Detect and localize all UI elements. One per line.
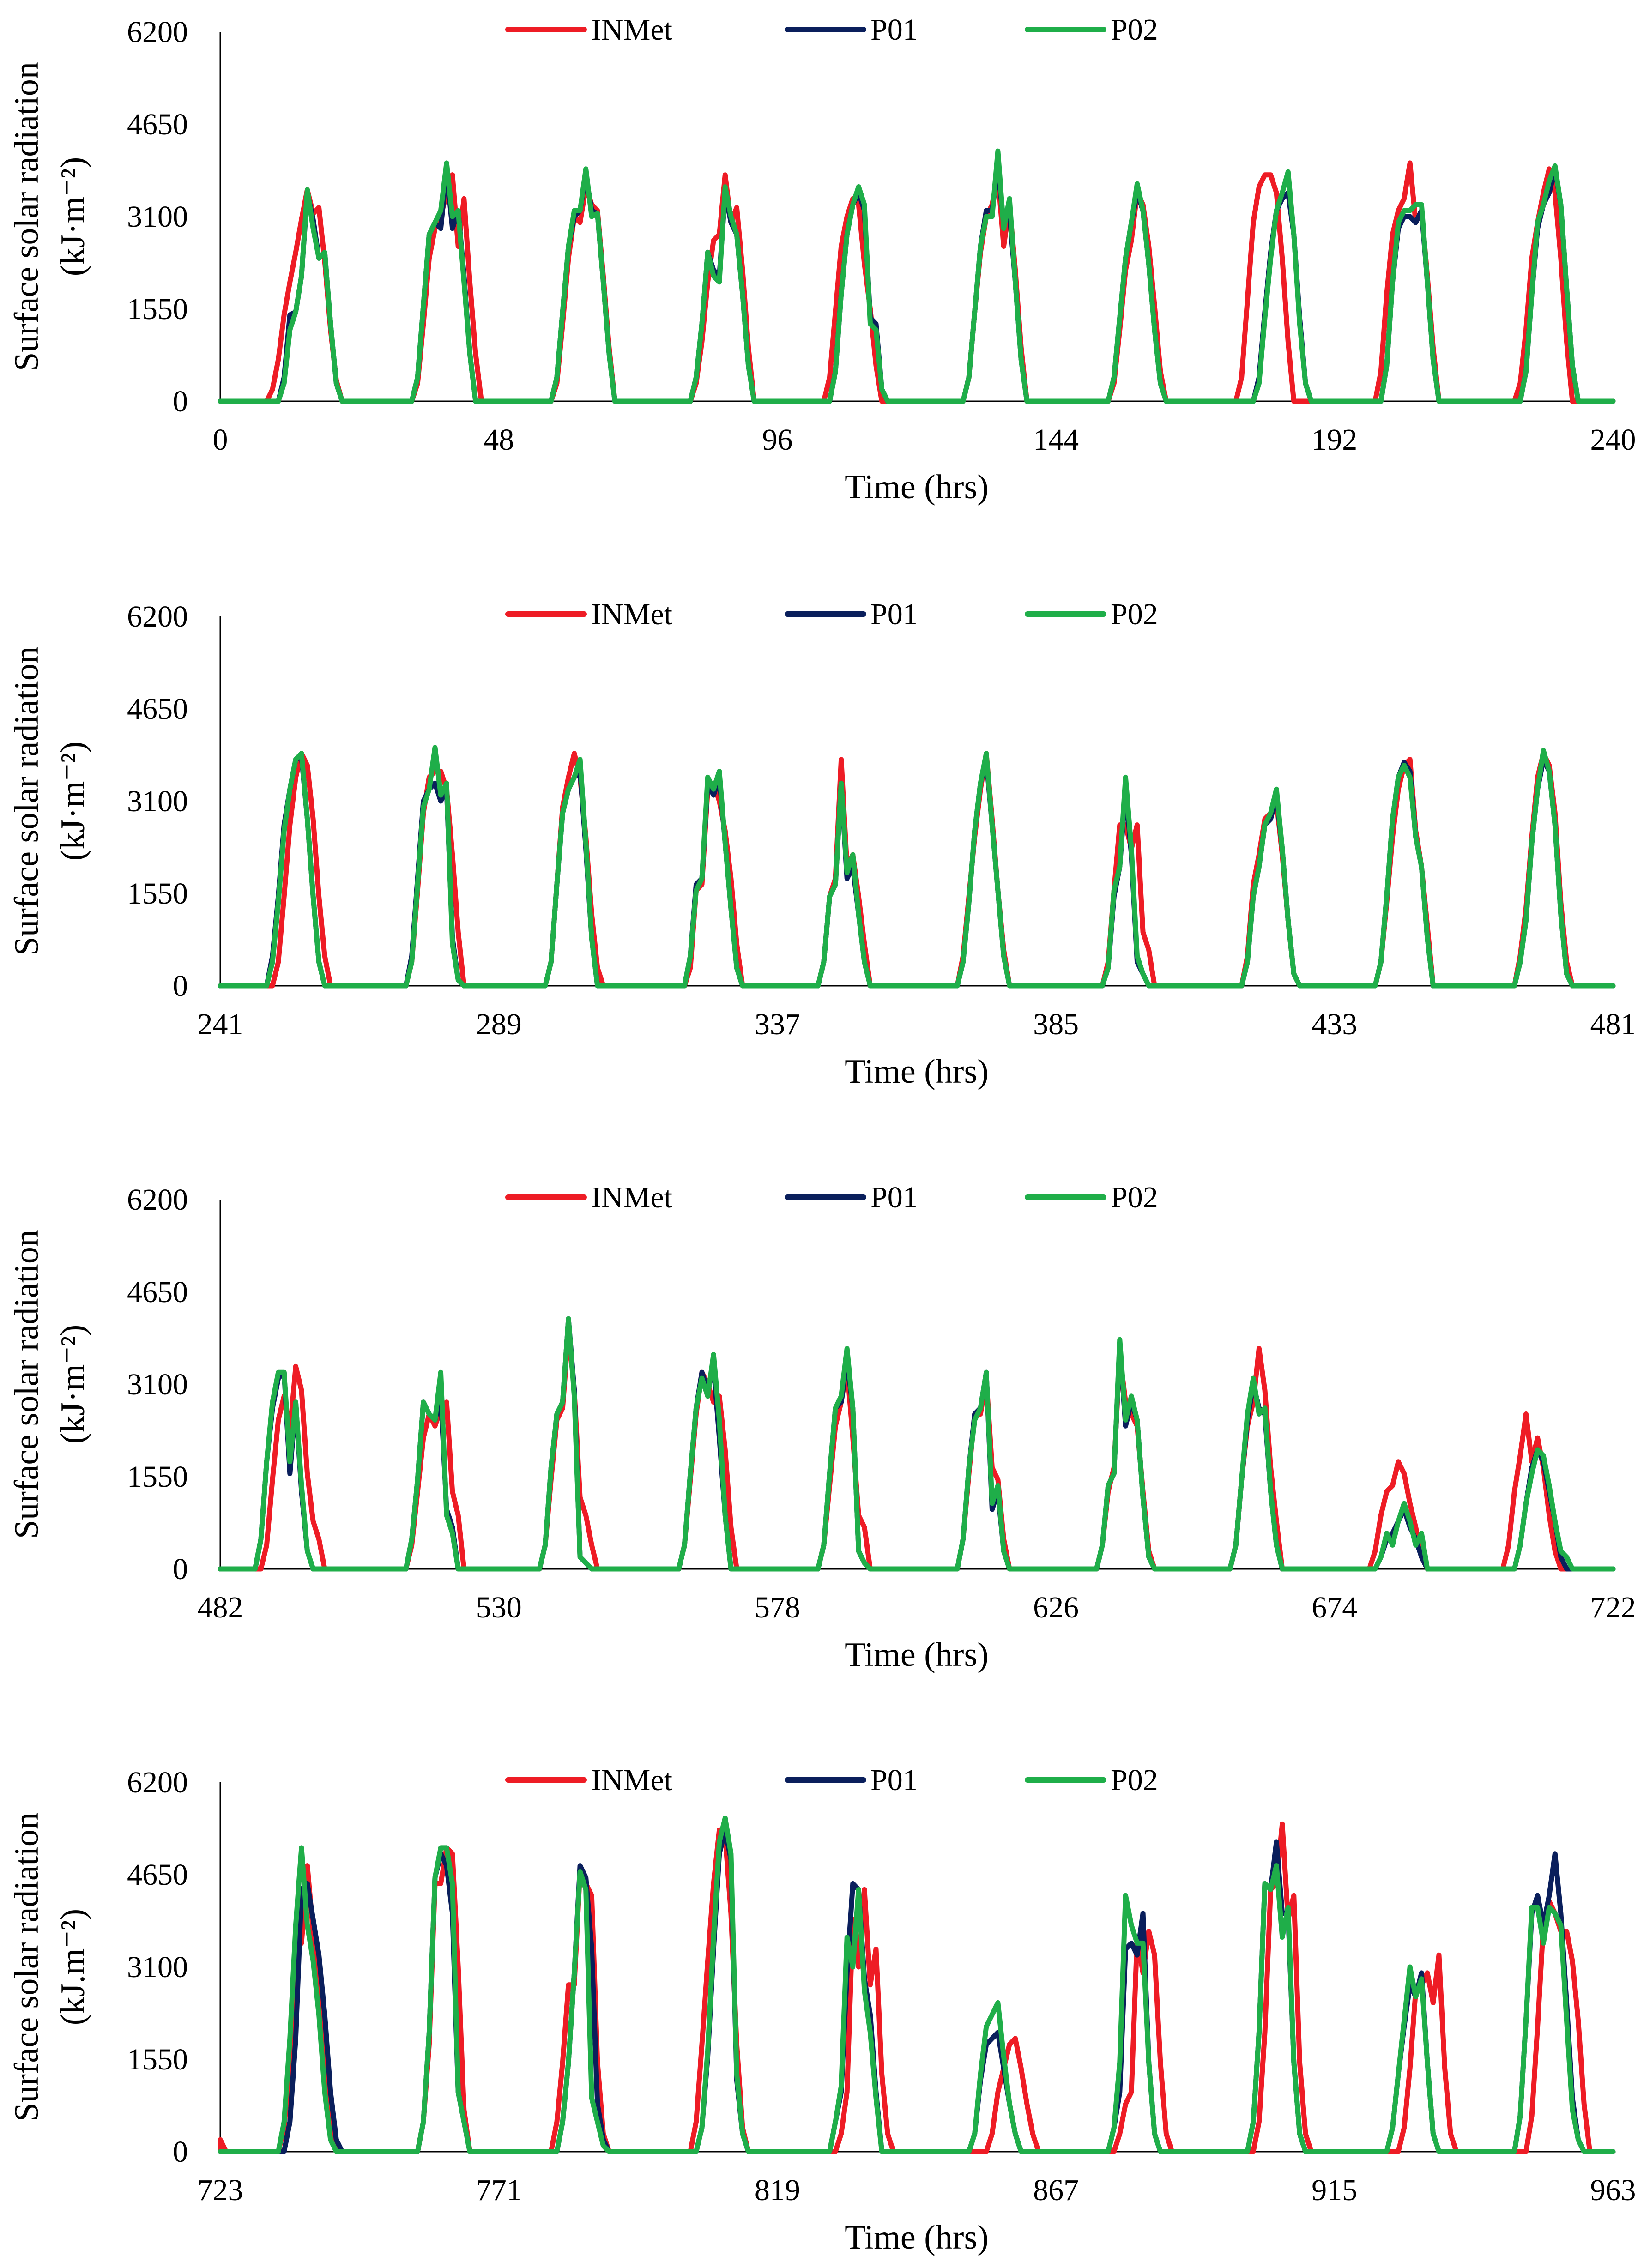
y-tick-label: 4650 [127, 108, 188, 141]
y-tick-label: 4650 [127, 692, 188, 726]
y-tick-label: 1550 [127, 1460, 188, 1494]
y-tick-label: 1550 [127, 877, 188, 911]
y-tick-label: 1550 [127, 292, 188, 326]
x-tick-label: 48 [484, 423, 514, 457]
y-axis-title: Surface solar radiation [8, 646, 46, 956]
y-tick-label: 3100 [127, 1950, 188, 1984]
y-tick-label: 3100 [127, 784, 188, 818]
series-line-p02 [218, 1316, 1616, 1572]
y-tick-label: 0 [173, 1552, 188, 1586]
chart-panel-2: 0 1550 3100 4650 6200 241 289 337 385 433 481 Time … [8, 597, 1636, 1091]
series-line-p02 [218, 1815, 1616, 2154]
x-axis-title: Time (hrs) [845, 2219, 989, 2256]
series-line-p02 [218, 745, 1616, 989]
chart-panel-4: 0 1550 3100 4650 6200 723 771 819 867 915 963 Time … [8, 1763, 1636, 2256]
y-tick-label: 4650 [127, 1858, 188, 1892]
y-tick-label: 4650 [127, 1275, 188, 1309]
x-axis-title: Time (hrs) [845, 468, 989, 506]
x-tick-label: 530 [476, 1591, 522, 1624]
x-tick-label: 192 [1312, 423, 1357, 457]
x-tick-label: 723 [198, 2173, 243, 2207]
y-axis-unit: (kJ·m⁻²) [54, 1325, 92, 1444]
x-tick-label: 0 [213, 423, 228, 457]
legend-label-inmet: INMet [591, 597, 672, 631]
x-axis-title: Time (hrs) [845, 1053, 989, 1091]
chart-panel-3: 0 1550 3100 4650 6200 482 530 578 626 674 722 Time … [8, 1181, 1636, 1674]
x-tick-label: 963 [1590, 2173, 1636, 2207]
x-tick-label: 241 [198, 1007, 243, 1041]
x-tick-label: 481 [1590, 1007, 1636, 1041]
chart-panel-1: 0 1550 3100 4650 6200 0 48 96 144 192 240 Time (hrs… [8, 13, 1636, 506]
x-tick-label: 433 [1312, 1007, 1357, 1041]
y-tick-label: 3100 [127, 200, 188, 234]
x-tick-label: 289 [476, 1007, 522, 1041]
series-line-p01 [218, 1316, 1616, 1572]
y-tick-label: 6200 [127, 600, 188, 633]
y-tick-label: 6200 [127, 1766, 188, 1799]
legend-label-inmet: INMet [591, 1181, 672, 1214]
legend-label-p02: P02 [1111, 597, 1158, 631]
legend-label-p01: P01 [870, 1763, 918, 1797]
y-tick-label: 3100 [127, 1368, 188, 1401]
x-tick-label: 144 [1033, 423, 1079, 457]
y-tick-label: 0 [173, 2135, 188, 2169]
x-tick-label: 819 [755, 2173, 800, 2207]
x-tick-label: 385 [1033, 1007, 1079, 1041]
x-tick-label: 771 [476, 2173, 522, 2207]
y-tick-label: 6200 [127, 1183, 188, 1217]
y-tick-label: 0 [173, 385, 188, 418]
y-axis-title: Surface solar radiation [8, 1812, 46, 2122]
legend-label-inmet: INMet [591, 1763, 672, 1797]
x-tick-label: 337 [755, 1007, 800, 1041]
y-tick-label: 0 [173, 969, 188, 1003]
x-tick-label: 578 [755, 1591, 800, 1624]
y-tick-label: 1550 [127, 2043, 188, 2076]
legend-label-p01: P01 [870, 597, 918, 631]
x-axis-title: Time (hrs) [845, 1636, 989, 1674]
x-tick-label: 96 [762, 423, 792, 457]
legend-label-p02: P02 [1111, 13, 1158, 47]
series-line-inmet [218, 160, 1616, 404]
y-axis-title: Surface solar radiation [8, 62, 46, 371]
x-tick-label: 915 [1312, 2173, 1357, 2207]
legend-label-inmet: INMet [591, 13, 672, 47]
legend-label-p02: P02 [1111, 1181, 1158, 1214]
x-tick-label: 482 [198, 1591, 243, 1624]
y-tick-label: 6200 [127, 15, 188, 49]
x-tick-label: 867 [1033, 2173, 1079, 2207]
y-axis-unit: (kJ·m⁻²) [54, 157, 92, 277]
y-axis-unit: (kJ.m⁻²) [54, 1909, 92, 2025]
legend-label-p01: P01 [870, 1181, 918, 1214]
series-line-inmet [218, 1328, 1616, 1572]
y-axis-unit: (kJ·m⁻²) [54, 742, 92, 861]
legend-label-p01: P01 [870, 13, 918, 47]
x-tick-label: 674 [1312, 1591, 1357, 1624]
legend-label-p02: P02 [1111, 1763, 1158, 1797]
series-line-p02 [218, 148, 1616, 404]
y-axis-title: Surface solar radiation [8, 1230, 46, 1539]
x-tick-label: 240 [1590, 423, 1636, 457]
x-tick-label: 626 [1033, 1591, 1079, 1624]
x-tick-label: 722 [1590, 1591, 1636, 1624]
